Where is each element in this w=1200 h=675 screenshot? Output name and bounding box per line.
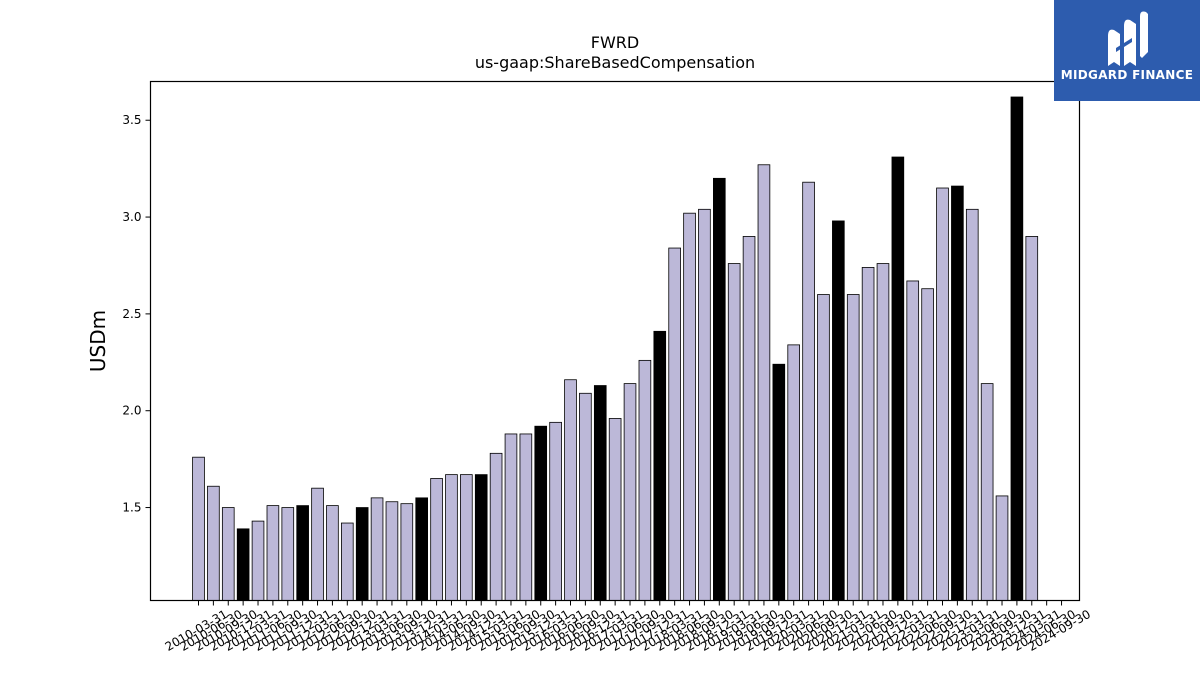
bar (593, 385, 607, 601)
y-axis: 1.5 2.0 2.5 3.0 3.5 (122, 113, 151, 515)
bar (891, 156, 905, 601)
bar (638, 359, 652, 601)
bar (832, 220, 845, 601)
bar (742, 236, 756, 601)
bar (802, 181, 815, 601)
bar (951, 185, 964, 601)
bar (534, 425, 548, 601)
bar (266, 505, 280, 601)
bar (192, 456, 205, 601)
bar (683, 212, 696, 601)
bar (936, 187, 949, 601)
chart-subtitle: us-gaap:ShareBasedCompensation (475, 53, 755, 72)
bar (906, 280, 920, 601)
chart-title: FWRD (591, 33, 639, 52)
bar (980, 383, 994, 601)
bar (698, 208, 711, 601)
bar (727, 263, 741, 601)
y-tick-label: 1.5 (122, 501, 141, 515)
bar (668, 247, 681, 601)
bar (385, 501, 399, 601)
y-axis-label: USDm (86, 310, 110, 372)
bar (251, 520, 265, 601)
bar (400, 503, 414, 601)
bar (370, 497, 384, 601)
y-tick-label: 2.0 (122, 404, 141, 418)
bar (921, 288, 934, 601)
bar (579, 392, 592, 601)
bar (1025, 236, 1039, 601)
bar (296, 505, 309, 601)
bars (192, 96, 1039, 601)
bar (817, 294, 830, 601)
bar (772, 363, 786, 601)
bar (787, 344, 800, 601)
bar (445, 474, 458, 601)
y-tick-label: 3.0 (122, 210, 141, 224)
bar (623, 383, 637, 601)
bar (995, 495, 1009, 601)
bar (489, 452, 503, 601)
midgard-logo: MIDGARD FINANCE (1054, 0, 1200, 101)
bar (221, 507, 235, 601)
bar (876, 263, 890, 601)
bar (1010, 96, 1024, 601)
bar (460, 474, 473, 601)
y-tick-label: 2.5 (122, 307, 141, 321)
bar (713, 177, 726, 601)
bar (236, 528, 250, 601)
bar (519, 433, 533, 601)
bar (415, 497, 428, 601)
bar (564, 379, 577, 601)
y-tick-label: 3.5 (122, 113, 141, 127)
bar (608, 418, 622, 601)
bar (430, 478, 443, 601)
bar (207, 485, 220, 601)
bar (965, 208, 979, 601)
bar (281, 507, 295, 601)
logo-text: MIDGARD FINANCE (1060, 68, 1194, 82)
plot-frame (149, 80, 1081, 602)
bar (653, 330, 667, 601)
bar (355, 507, 369, 601)
bar (757, 164, 771, 601)
midgard-logo-icon (1108, 11, 1148, 67)
bar (846, 294, 860, 601)
bar (340, 522, 354, 601)
bar (504, 433, 518, 601)
x-axis: 2010-03-312010-06-302010-09-302010-12-31… (163, 600, 1093, 654)
bar (549, 421, 562, 601)
bar (861, 267, 875, 601)
bar (474, 474, 488, 601)
bar (326, 505, 339, 601)
bar (311, 487, 324, 601)
